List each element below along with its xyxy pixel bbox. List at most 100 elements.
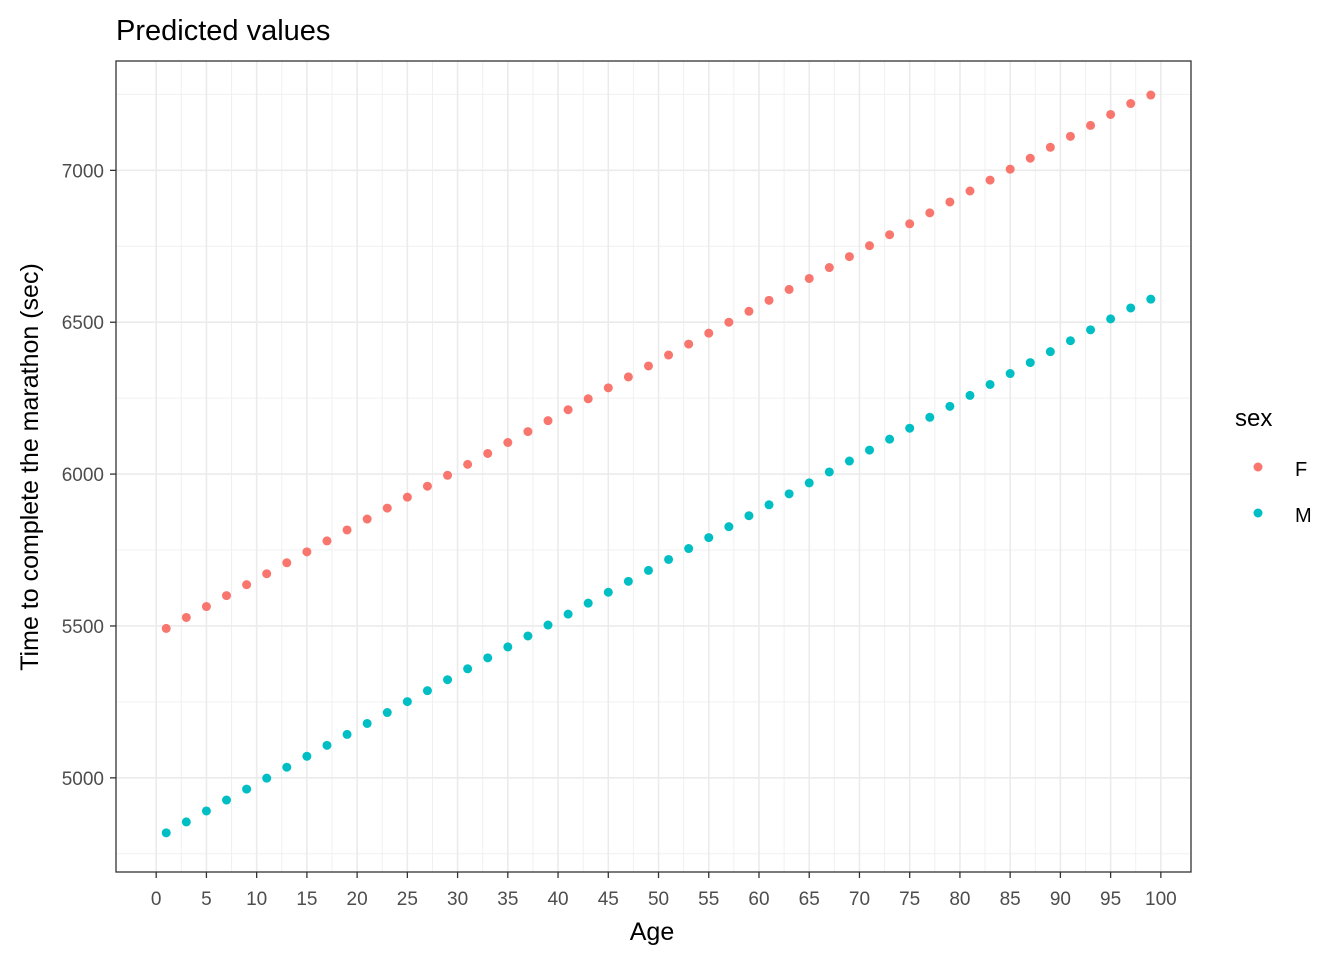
point-m — [905, 423, 915, 433]
x-tick-label: 25 — [397, 889, 418, 910]
x-tick-label: 55 — [698, 889, 719, 910]
point-m — [382, 708, 392, 718]
point-m — [222, 795, 232, 805]
major-gridlines — [116, 61, 1191, 872]
y-axis-label: Time to complete the marathon (sec) — [16, 263, 44, 671]
legend: sex F M — [1235, 405, 1312, 527]
point-m — [181, 817, 191, 827]
point-f — [201, 602, 211, 612]
point-m — [563, 609, 573, 619]
point-f — [844, 252, 854, 262]
point-m — [804, 478, 814, 488]
x-tick-label: 50 — [648, 889, 669, 910]
data-points — [161, 90, 1156, 838]
point-m — [242, 784, 252, 794]
x-tick-label: 100 — [1145, 889, 1177, 910]
point-m — [583, 598, 593, 608]
point-m — [1126, 303, 1136, 313]
point-f — [161, 623, 171, 633]
point-f — [1146, 90, 1156, 100]
legend-label-f: F — [1295, 459, 1307, 481]
point-m — [684, 544, 694, 554]
x-tick-label: 45 — [598, 889, 619, 910]
point-f — [483, 448, 493, 458]
point-m — [724, 522, 734, 532]
point-m — [1146, 294, 1156, 304]
point-f — [865, 241, 875, 251]
point-m — [262, 773, 272, 783]
point-f — [362, 514, 372, 524]
point-m — [1025, 358, 1035, 368]
x-tick-label: 30 — [447, 889, 468, 910]
point-m — [302, 751, 312, 761]
point-f — [242, 580, 252, 590]
point-f — [905, 219, 915, 229]
point-f — [302, 547, 312, 557]
minor-gridlines — [116, 61, 1191, 872]
point-m — [201, 806, 211, 816]
point-f — [523, 427, 533, 437]
point-m — [483, 653, 493, 663]
point-m — [824, 467, 834, 477]
point-f — [543, 416, 553, 426]
point-f — [282, 558, 292, 568]
y-axis: 5000 5500 6000 6500 7000 — [62, 161, 116, 790]
x-tick-label: 40 — [547, 889, 568, 910]
point-m — [844, 456, 854, 466]
point-f — [965, 186, 975, 196]
x-tick-label: 10 — [246, 889, 267, 910]
point-m — [1005, 369, 1015, 379]
point-m — [643, 565, 653, 575]
point-m — [744, 511, 754, 521]
point-f — [181, 612, 191, 622]
x-tick-label: 90 — [1050, 889, 1071, 910]
point-f — [684, 339, 694, 349]
point-f — [824, 263, 834, 273]
panel-border — [115, 60, 1192, 873]
x-axis-label: Age — [630, 918, 674, 946]
legend-key-m — [1253, 508, 1263, 518]
point-f — [664, 350, 674, 360]
x-tick-label: 35 — [497, 889, 518, 910]
point-m — [523, 631, 533, 641]
point-m — [463, 664, 473, 674]
point-m — [443, 675, 453, 685]
point-m — [623, 576, 633, 586]
point-f — [1086, 120, 1096, 130]
point-f — [1025, 153, 1035, 163]
x-tick-label: 75 — [899, 889, 920, 910]
point-m — [764, 500, 774, 510]
point-m — [342, 729, 352, 739]
point-m — [664, 554, 674, 564]
point-m — [362, 718, 372, 728]
point-m — [322, 740, 332, 750]
point-m — [945, 401, 955, 411]
point-m — [402, 697, 412, 707]
legend-label-m: M — [1295, 505, 1312, 527]
point-f — [563, 405, 573, 415]
point-f — [322, 536, 332, 546]
point-m — [603, 587, 613, 597]
x-tick-label: 0 — [151, 889, 162, 910]
point-m — [1106, 314, 1116, 324]
point-m — [543, 620, 553, 630]
point-f — [623, 372, 633, 382]
point-f — [1106, 109, 1116, 119]
point-f — [724, 317, 734, 327]
y-tick-label: 5500 — [62, 617, 104, 638]
point-m — [925, 412, 935, 422]
point-m — [161, 828, 171, 838]
point-f — [1065, 131, 1075, 141]
point-f — [342, 525, 352, 535]
point-f — [945, 197, 955, 207]
chart-title: Predicted values — [116, 15, 330, 47]
point-f — [764, 295, 774, 305]
point-m — [985, 379, 995, 389]
y-tick-label: 5000 — [62, 769, 104, 790]
y-tick-label: 6500 — [62, 313, 104, 334]
x-tick-label: 60 — [748, 889, 769, 910]
point-f — [985, 175, 995, 185]
legend-title: sex — [1235, 405, 1272, 432]
